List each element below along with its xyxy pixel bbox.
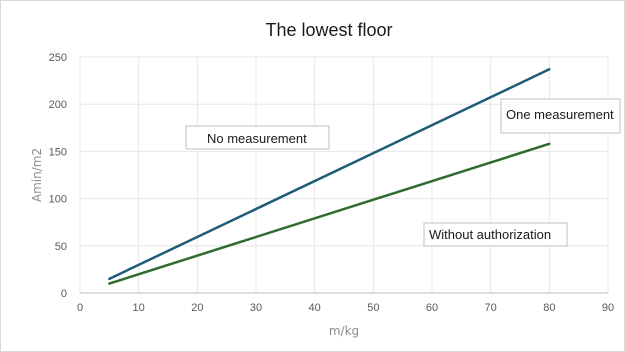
y-tick-label: 250 [49,52,67,64]
y-tick-label: 100 [49,194,67,206]
series-line-2 [108,142,551,285]
grid-lines [79,56,609,293]
series-lines [108,68,551,285]
series-line-1 [108,68,551,281]
x-tick-label: 60 [426,302,438,314]
annotation-one-measurement: One measurement [500,98,621,134]
y-tick-label: 200 [49,99,67,111]
y-tick-label: 0 [61,288,67,300]
y-axis-label: Amin/m2 [30,148,44,202]
x-tick-label: 70 [485,302,497,314]
x-tick-label: 40 [309,302,321,314]
x-tick-label: 50 [367,302,379,314]
annotation-box [185,125,330,150]
y-tick-labels: 0 50 100 150 200 250 [49,52,67,300]
x-tick-label: 80 [543,302,555,314]
x-tick-label: 0 [77,302,83,314]
y-tick-label: 150 [49,146,67,158]
annotation-no-measurement: No measurement [185,125,330,150]
annotation-text: Without authorization [429,227,551,242]
annotation-text: No measurement [207,131,307,146]
annotation-without-authorization: Without authorization [423,222,568,247]
x-tick-label: 20 [191,302,203,314]
y-tick-label: 50 [55,241,67,253]
chart-title: The lowest floor [265,20,392,40]
annotation-box [500,98,621,134]
x-tick-labels: 0 10 20 30 40 50 60 70 80 90 [77,302,614,314]
x-tick-label: 30 [250,302,262,314]
x-tick-label: 90 [602,302,614,314]
annotation-text: One measurement [506,107,614,122]
x-tick-label: 10 [133,302,145,314]
x-axis-label: m/kg [329,324,359,338]
annotation-box [423,222,568,247]
